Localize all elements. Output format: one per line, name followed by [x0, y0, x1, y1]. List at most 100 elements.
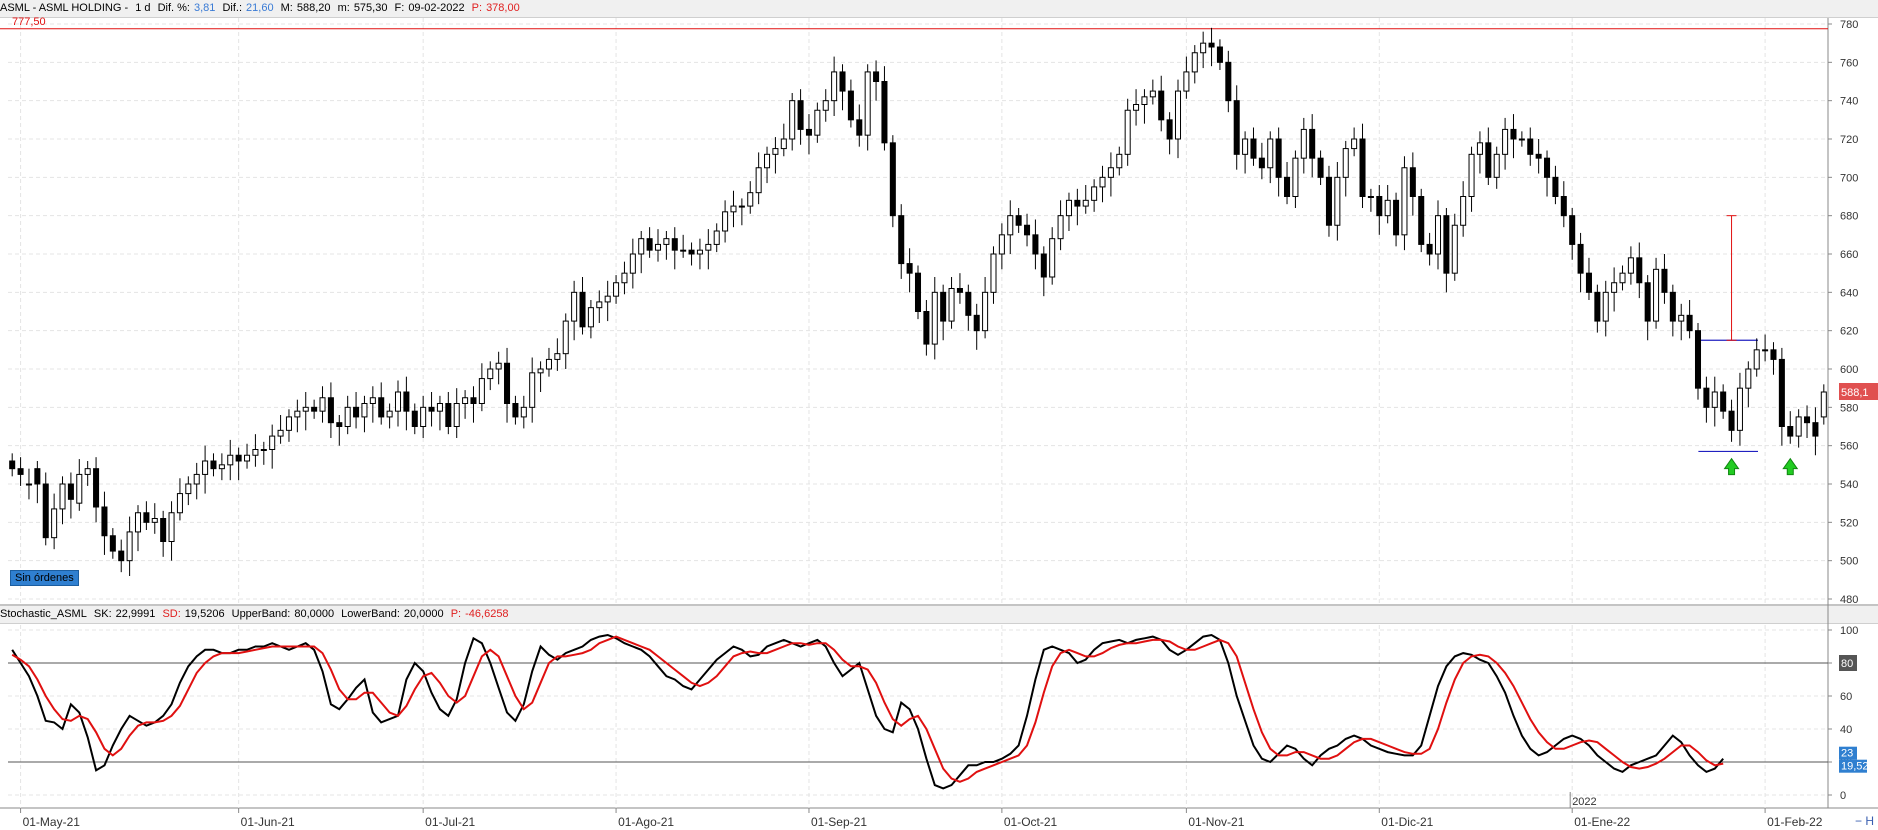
resistance-label: 777,50 [12, 16, 46, 28]
candle-body [151, 518, 158, 523]
candle-body [1711, 391, 1718, 408]
candle-body [1309, 128, 1316, 159]
stoch-tick-label: 40 [1840, 724, 1852, 736]
candle-body [1703, 387, 1710, 408]
candle-body [1493, 153, 1500, 178]
candle-body [1317, 157, 1324, 178]
x-tick-label: 01-Nov-21 [1188, 815, 1244, 829]
min-label: m: [337, 2, 350, 14]
price-tick-label: 640 [1840, 287, 1858, 299]
candle-body [353, 406, 360, 418]
candle-body [831, 71, 838, 102]
candle-body [1418, 196, 1425, 245]
candle-body [805, 128, 812, 136]
candle-body [1795, 416, 1802, 437]
candle-body [1502, 128, 1509, 155]
candle-body [1007, 215, 1014, 236]
candle-body [1611, 282, 1618, 293]
candle-body [160, 518, 167, 542]
candle-body [1669, 291, 1676, 322]
candle-body [1778, 358, 1785, 427]
candle-body [1535, 153, 1542, 159]
candle-body [898, 215, 905, 265]
candle-body [93, 468, 100, 508]
candle-body [244, 454, 251, 462]
candle-body [336, 422, 343, 427]
lower-value: 20,0000 [403, 608, 444, 620]
price-tick-label: 520 [1840, 517, 1858, 529]
candle-body [143, 512, 150, 523]
candle-body [797, 100, 804, 130]
bottom-icons[interactable]: − H [1855, 814, 1874, 828]
candle-body [344, 406, 351, 428]
max-value: 588,20 [296, 2, 331, 14]
stoch-sd-line [11, 635, 1724, 783]
candle-body [814, 109, 821, 136]
candle-body [1292, 157, 1299, 198]
candle-body [1208, 42, 1215, 48]
price-tick-label: 780 [1840, 19, 1858, 31]
candle-body [1191, 52, 1198, 73]
candle-body [1619, 272, 1626, 284]
candle-body [931, 291, 938, 345]
candle-body [705, 243, 712, 251]
candle-body [235, 454, 242, 462]
candle-body [101, 506, 108, 537]
candle-body [562, 320, 569, 355]
candle-body [1485, 142, 1492, 178]
candle-body [210, 460, 217, 470]
candle-body [789, 100, 796, 140]
candle-body [1451, 224, 1458, 274]
orders-badge[interactable]: Sin órdenes [10, 570, 79, 586]
candle-body [948, 288, 955, 322]
x-tick-label: 01-May-21 [23, 815, 81, 829]
candle-body [1661, 268, 1668, 293]
candle-body [613, 282, 620, 297]
candle-body [1166, 119, 1173, 140]
candle-body [1384, 199, 1391, 217]
candle-body [923, 311, 930, 345]
lower-label: LowerBand: [341, 608, 400, 620]
candle-body [1174, 90, 1182, 140]
x-tick-label: 01-Feb-22 [1767, 815, 1823, 829]
candle-body [1686, 314, 1693, 332]
candle-body [1736, 387, 1743, 431]
candle-body [462, 397, 469, 404]
candle-body [755, 167, 762, 194]
candle-body [386, 410, 393, 418]
candle-body [587, 307, 594, 328]
candle-body [1728, 410, 1735, 431]
stoch-sk-badge-label: 23 [1841, 748, 1853, 760]
candle-body [990, 253, 997, 293]
candle-body [1367, 196, 1374, 198]
candle-body [1594, 291, 1601, 322]
candle-body [906, 263, 913, 274]
candle-body [260, 449, 267, 451]
candle-body [1216, 46, 1223, 63]
candle-body [1804, 416, 1811, 424]
candle-body [1678, 314, 1685, 322]
candle-body [504, 362, 511, 404]
h-icon[interactable]: H [1865, 814, 1874, 828]
min-value: 575,30 [353, 2, 388, 14]
x-tick-label: 01-Ene-22 [1574, 815, 1630, 829]
candle-body [1653, 268, 1660, 322]
candle-body [839, 71, 846, 92]
stoch-sd-badge-label: 19,52 [1841, 761, 1869, 773]
price-tick-label: 620 [1840, 326, 1858, 338]
candle-body [654, 243, 662, 251]
zoom-out-icon[interactable]: − [1854, 814, 1862, 828]
dif-abs-value: 21,60 [246, 2, 274, 14]
candle-body [428, 406, 435, 412]
candle-body [889, 142, 896, 217]
candle-body [445, 403, 452, 427]
candle-body [285, 416, 292, 431]
price-tick-label: 700 [1840, 172, 1858, 184]
candle-body [772, 148, 779, 155]
candle-body [1644, 282, 1651, 322]
dif-abs-label: Dif.: [222, 2, 243, 14]
candle-body [1158, 90, 1165, 121]
candle-body [495, 362, 502, 370]
dif-pct-value: 3,81 [193, 2, 216, 14]
